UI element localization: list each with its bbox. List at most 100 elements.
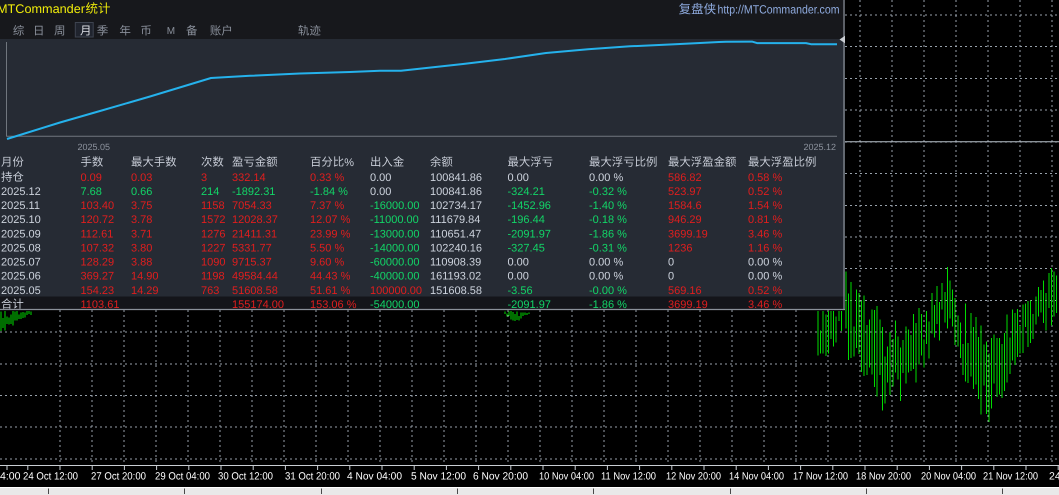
svg-text:1090: 1090: [201, 257, 225, 269]
svg-text:7.68: 7.68: [81, 186, 102, 198]
svg-text:102734.17: 102734.17: [430, 200, 482, 212]
svg-text:0.03: 0.03: [131, 172, 152, 184]
svg-text:112.61: 112.61: [81, 228, 114, 240]
svg-text:44.43 %: 44.43 %: [310, 271, 351, 283]
svg-text:-2091.97: -2091.97: [508, 228, 551, 240]
svg-text:-1.40 %: -1.40 %: [589, 200, 627, 212]
svg-text:2025.12: 2025.12: [1, 186, 41, 198]
svg-text:-327.45: -327.45: [508, 242, 545, 254]
svg-text:9715.37: 9715.37: [232, 257, 272, 269]
svg-text:-0.31 %: -0.31 %: [589, 242, 627, 254]
svg-text:128.29: 128.29: [81, 257, 115, 269]
svg-text:763: 763: [201, 285, 219, 297]
svg-text:4:00: 4:00: [0, 470, 21, 482]
svg-text:23.99 %: 23.99 %: [310, 228, 351, 240]
svg-text:107.32: 107.32: [81, 242, 115, 254]
svg-text:161193.02: 161193.02: [430, 271, 481, 283]
svg-text:1572: 1572: [201, 214, 225, 226]
svg-text:102240.16: 102240.16: [430, 242, 482, 254]
svg-text:5.50 %: 5.50 %: [310, 242, 344, 254]
svg-text:MTCommander: MTCommander: [0, 2, 85, 16]
svg-text:-1.84 %: -1.84 %: [310, 186, 348, 198]
svg-text:1.16 %: 1.16 %: [748, 242, 782, 254]
svg-text:-1892.31: -1892.31: [232, 186, 275, 198]
svg-text:1276: 1276: [201, 228, 225, 240]
svg-text:14.29: 14.29: [131, 285, 159, 297]
svg-text:0.00: 0.00: [370, 186, 391, 198]
svg-text:0.00: 0.00: [508, 271, 529, 283]
svg-text:21 Nov 12:00: 21 Nov 12:00: [983, 470, 1038, 482]
svg-text:523.97: 523.97: [668, 186, 702, 198]
svg-text:31 Oct 20:00: 31 Oct 20:00: [285, 470, 340, 482]
svg-text:10 Nov 04:00: 10 Nov 04:00: [539, 470, 594, 482]
svg-text:586.82: 586.82: [668, 172, 702, 184]
svg-text:-196.44: -196.44: [508, 214, 545, 226]
svg-text:0.00 %: 0.00 %: [589, 172, 623, 184]
svg-text:51608.58: 51608.58: [232, 285, 278, 297]
svg-text:0.00 %: 0.00 %: [589, 271, 623, 283]
svg-text:110651.47: 110651.47: [430, 228, 481, 240]
svg-text:2025.12: 2025.12: [804, 142, 837, 152]
svg-text:3.71: 3.71: [131, 228, 152, 240]
svg-text:17 Nov 12:00: 17 Nov 12:00: [793, 470, 848, 482]
svg-text:1236: 1236: [668, 242, 692, 254]
svg-text:2025.11: 2025.11: [1, 200, 40, 212]
svg-text:27 Oct 20:00: 27 Oct 20:00: [91, 470, 146, 482]
svg-text:1198: 1198: [201, 271, 225, 283]
svg-text:5 Nov 12:00: 5 Nov 12:00: [411, 470, 466, 482]
svg-text:0.81 %: 0.81 %: [748, 214, 782, 226]
svg-text:2025.07: 2025.07: [1, 257, 41, 269]
svg-text:0.00: 0.00: [508, 257, 529, 269]
svg-text:120.72: 120.72: [81, 214, 115, 226]
svg-text:18 Nov 20:00: 18 Nov 20:00: [856, 470, 911, 482]
svg-text:-1.86 %: -1.86 %: [589, 228, 627, 240]
svg-text:12028.37: 12028.37: [232, 214, 278, 226]
svg-text:946.29: 946.29: [668, 214, 702, 226]
svg-text:3.78: 3.78: [131, 214, 152, 226]
svg-text:49584.44: 49584.44: [232, 271, 278, 283]
svg-text:-54000.00: -54000.00: [370, 299, 420, 311]
svg-text:0.00 %: 0.00 %: [748, 257, 782, 269]
svg-text:214: 214: [201, 186, 219, 198]
svg-text:9.60 %: 9.60 %: [310, 257, 344, 269]
svg-text:-13000.00: -13000.00: [370, 228, 420, 240]
svg-text:11 Nov 12:00: 11 Nov 12:00: [601, 470, 656, 482]
svg-text:2025.05: 2025.05: [78, 142, 111, 152]
svg-text:12 Nov 20:00: 12 Nov 20:00: [666, 470, 721, 482]
svg-text:0.58 %: 0.58 %: [748, 172, 782, 184]
svg-text:100841.86: 100841.86: [430, 172, 482, 184]
svg-text:-2091.97: -2091.97: [508, 299, 551, 311]
svg-text:7.37 %: 7.37 %: [310, 200, 344, 212]
svg-text:3.46 %: 3.46 %: [748, 228, 782, 240]
svg-text:103.40: 103.40: [81, 200, 115, 212]
svg-text:6 Nov 20:00: 6 Nov 20:00: [473, 470, 528, 482]
svg-text:%: %: [344, 157, 354, 169]
svg-text:0.00: 0.00: [370, 172, 391, 184]
svg-text:0.00: 0.00: [508, 172, 529, 184]
svg-text:2025.06: 2025.06: [1, 271, 41, 283]
svg-text:-3.56: -3.56: [508, 285, 533, 297]
svg-text:-0.00 %: -0.00 %: [589, 285, 627, 297]
svg-text:M: M: [167, 26, 175, 37]
svg-text:29 Oct 04:00: 29 Oct 04:00: [155, 470, 210, 482]
svg-text:-1.86 %: -1.86 %: [589, 299, 627, 311]
svg-text:24 Oct 12:00: 24 Oct 12:00: [23, 470, 78, 482]
svg-text:0.33 %: 0.33 %: [310, 172, 344, 184]
svg-text:0.52 %: 0.52 %: [748, 186, 782, 198]
svg-text:3699.19: 3699.19: [668, 228, 708, 240]
svg-text:1227: 1227: [201, 242, 225, 254]
svg-text:1103.61: 1103.61: [81, 299, 120, 311]
svg-text:110908.39: 110908.39: [430, 257, 481, 269]
svg-text:1584.6: 1584.6: [668, 200, 702, 212]
svg-text:111679.84: 111679.84: [430, 214, 480, 226]
svg-text:0.52 %: 0.52 %: [748, 285, 782, 297]
svg-text:155174.00: 155174.00: [232, 299, 284, 311]
svg-text:24 N: 24 N: [1049, 470, 1059, 482]
svg-text:100841.86: 100841.86: [430, 186, 482, 198]
svg-text:20 Nov 04:00: 20 Nov 04:00: [921, 470, 976, 482]
svg-text:0.09: 0.09: [81, 172, 102, 184]
svg-text:3.88: 3.88: [131, 257, 152, 269]
svg-text:0.00 %: 0.00 %: [589, 257, 623, 269]
svg-text:30 Oct 12:00: 30 Oct 12:00: [218, 470, 273, 482]
svg-text:2025.05: 2025.05: [1, 285, 41, 297]
